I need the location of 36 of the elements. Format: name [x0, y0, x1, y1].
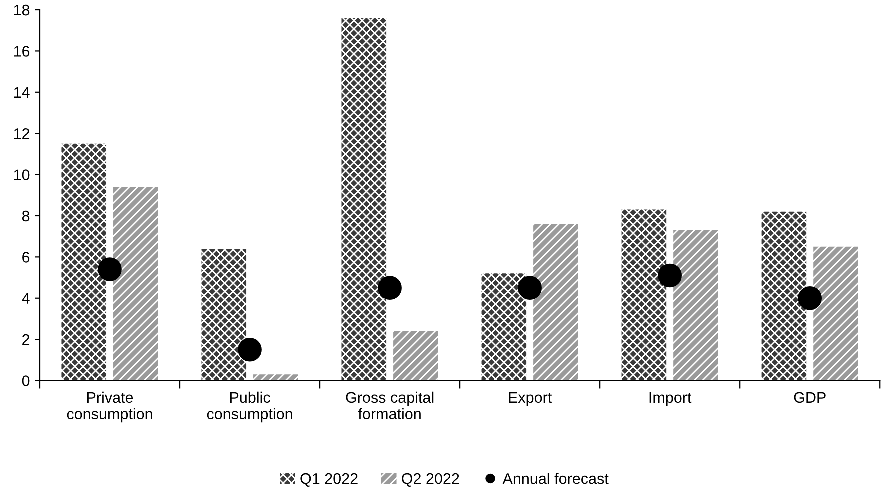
bar — [482, 274, 527, 381]
bar — [534, 224, 578, 381]
x-tick-label: GDP — [794, 392, 826, 404]
legend-label: Q2 2022 — [402, 473, 460, 487]
y-tick-label: 8 — [22, 210, 30, 222]
bar — [814, 246, 858, 381]
point — [98, 258, 122, 282]
legend-label: Annual forecast — [502, 473, 609, 484]
bar — [762, 212, 807, 381]
point — [518, 276, 542, 300]
bar — [342, 18, 387, 381]
point — [798, 286, 822, 310]
bar — [202, 248, 247, 381]
x-tick-label: Export — [509, 392, 552, 406]
point — [658, 264, 682, 288]
x-tick-label: Private consumption — [67, 392, 152, 423]
bar — [394, 331, 438, 381]
point — [238, 338, 262, 362]
y-tick-label: 14 — [14, 87, 30, 98]
y-tick-label: 10 — [14, 170, 30, 180]
y-tick-label: 16 — [14, 46, 30, 57]
bar — [62, 144, 107, 381]
y-tick-label: 18 — [14, 4, 30, 16]
y-tick-label: 2 — [22, 334, 30, 346]
x-tick-label: Public consumption — [207, 392, 292, 423]
y-tick-label: 12 — [14, 128, 30, 140]
bar — [674, 230, 718, 381]
y-tick-label: 6 — [22, 252, 30, 263]
point — [378, 276, 402, 300]
y-tick-label: 4 — [22, 293, 30, 304]
bar — [622, 210, 667, 381]
x-tick-label: Import — [650, 392, 692, 406]
legend-label: Q1 2022 — [300, 473, 358, 487]
x-tick-label: Gross capital formation — [346, 392, 434, 420]
bar — [114, 187, 158, 381]
y-tick-label: 0 — [22, 376, 30, 386]
